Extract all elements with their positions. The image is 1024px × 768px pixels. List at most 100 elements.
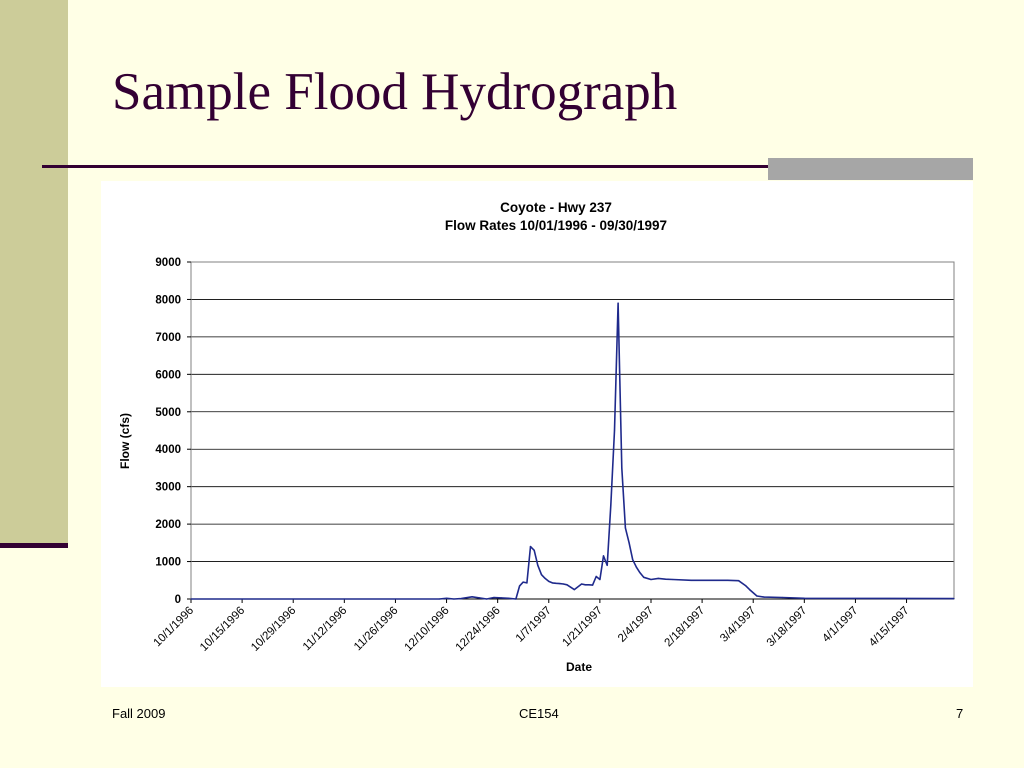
flow-data-point (781, 596, 784, 599)
y-tick-label: 2000 (155, 519, 181, 531)
flow-data-point (581, 583, 583, 585)
flow-data-point (650, 578, 652, 581)
chart-subtitle: Flow Rates 10/01/1996 - 09/30/1997 (445, 218, 667, 233)
flow-data-point (665, 578, 667, 580)
x-tick-label: 3/4/1997 (718, 605, 758, 645)
y-tick-label: 0 (175, 594, 181, 606)
flow-data-point (727, 579, 729, 581)
y-tick-label: 7000 (155, 332, 181, 344)
flow-data-point (803, 597, 805, 599)
footer-date: Fall 2009 (112, 706, 166, 721)
flow-data-point (551, 582, 553, 584)
x-tick-label: 3/18/1997 (765, 605, 810, 650)
flow-data-point (632, 559, 634, 561)
flow-data-point (508, 597, 510, 599)
flow-data-point (672, 578, 674, 581)
y-tick-label: 3000 (155, 482, 181, 494)
flow-data-point (690, 579, 692, 581)
flow-data-point (610, 504, 612, 506)
flow-data-point (602, 555, 605, 557)
flow-data-point (588, 584, 590, 586)
x-tick-label: 2/18/1997 (663, 605, 708, 650)
flow-data-point (486, 598, 488, 600)
flow-data-point (657, 577, 659, 579)
x-tick-label: 4/1/1997 (820, 605, 860, 645)
flow-data-point (438, 598, 440, 600)
x-tick-label: 2/4/1997 (616, 605, 656, 645)
flow-data-point (519, 585, 521, 587)
flow-data-point (522, 581, 524, 583)
flow-data-point (548, 580, 550, 582)
flow-data-point (446, 597, 448, 599)
flow-data-point (621, 467, 623, 469)
y-tick-label: 4000 (155, 444, 181, 456)
flow-data-point (749, 589, 751, 591)
x-tick-label: 12/10/1996 (402, 605, 451, 654)
flow-data-point (756, 595, 758, 597)
x-tick-label: 10/29/1996 (249, 605, 298, 654)
y-tick-label: 1000 (155, 557, 181, 569)
flow-data-point (500, 597, 502, 599)
flow-data-point (478, 597, 480, 599)
left-accent-bar (0, 0, 68, 545)
hydrograph-chart: Coyote - Hwy 237 Flow Rates 10/01/1996 -… (118, 200, 955, 674)
flow-data-point (533, 549, 535, 551)
flow-data-point (643, 576, 645, 578)
decorative-gray-block (768, 158, 973, 180)
flow-data-point (599, 578, 601, 581)
flow-data-point (628, 542, 630, 544)
x-tick-label: 1/21/1997 (560, 605, 605, 650)
flow-data-point (592, 584, 594, 586)
flow-data-point (953, 598, 955, 600)
flow-data-point (738, 580, 740, 582)
flow-data-point (763, 596, 765, 598)
flow-data-point (460, 598, 462, 600)
flow-data-point (540, 574, 543, 576)
plot-frame (190, 261, 955, 600)
flow-data-point (573, 589, 575, 591)
y-tick-label: 9000 (155, 257, 181, 269)
slide-title: Sample Flood Hydrograph (112, 63, 678, 121)
footer-course: CE154 (519, 706, 559, 721)
flow-data-point (617, 302, 619, 304)
flow-data-point (745, 585, 747, 587)
flow-data-point (190, 598, 192, 600)
flow-data-point (624, 527, 627, 529)
x-tick-label: 10/15/1996 (198, 605, 247, 654)
flow-data-point (635, 566, 638, 568)
flow-data-point (559, 583, 561, 585)
flow-data-point (595, 575, 597, 578)
flow-data-point (544, 577, 546, 579)
y-tick-label: 6000 (155, 369, 181, 381)
title-rule (42, 165, 972, 168)
slide-number: 7 (956, 706, 964, 721)
flow-series-line (191, 302, 955, 600)
flow-data-point (613, 429, 616, 432)
x-tick-label: 10/1/1996 (151, 605, 196, 650)
flow-data-point (526, 582, 528, 584)
left-accent-line (0, 543, 68, 548)
x-tick-label: 11/12/1996 (301, 605, 350, 654)
chart-title: Coyote - Hwy 237 (500, 200, 612, 215)
y-tick-label: 5000 (155, 407, 181, 419)
flow-data-point (471, 596, 473, 598)
flow-data-point (529, 546, 532, 548)
flow-data-point (562, 583, 564, 585)
flow-data-point (584, 584, 586, 586)
flow-data-point (537, 564, 539, 566)
y-axis-title: Flow (cfs) (118, 413, 132, 469)
chart-panel: Coyote - Hwy 237 Flow Rates 10/01/1996 -… (101, 181, 973, 687)
x-axis-title: Date (566, 660, 592, 674)
flow-data-point (555, 582, 557, 584)
flow-data-point (606, 564, 608, 566)
x-tick-label: 11/26/1996 (352, 605, 401, 654)
flow-data-point (515, 598, 517, 600)
x-tick-label: 1/7/1997 (514, 605, 554, 645)
flow-data-point (639, 572, 641, 574)
x-tick-label: 12/24/1996 (454, 605, 503, 654)
flow-data-point (453, 598, 455, 600)
x-tick-label: 4/15/1997 (867, 605, 912, 650)
y-tick-label: 8000 (155, 294, 181, 306)
flow-data-point (493, 596, 495, 599)
flow-data-point (566, 584, 568, 586)
